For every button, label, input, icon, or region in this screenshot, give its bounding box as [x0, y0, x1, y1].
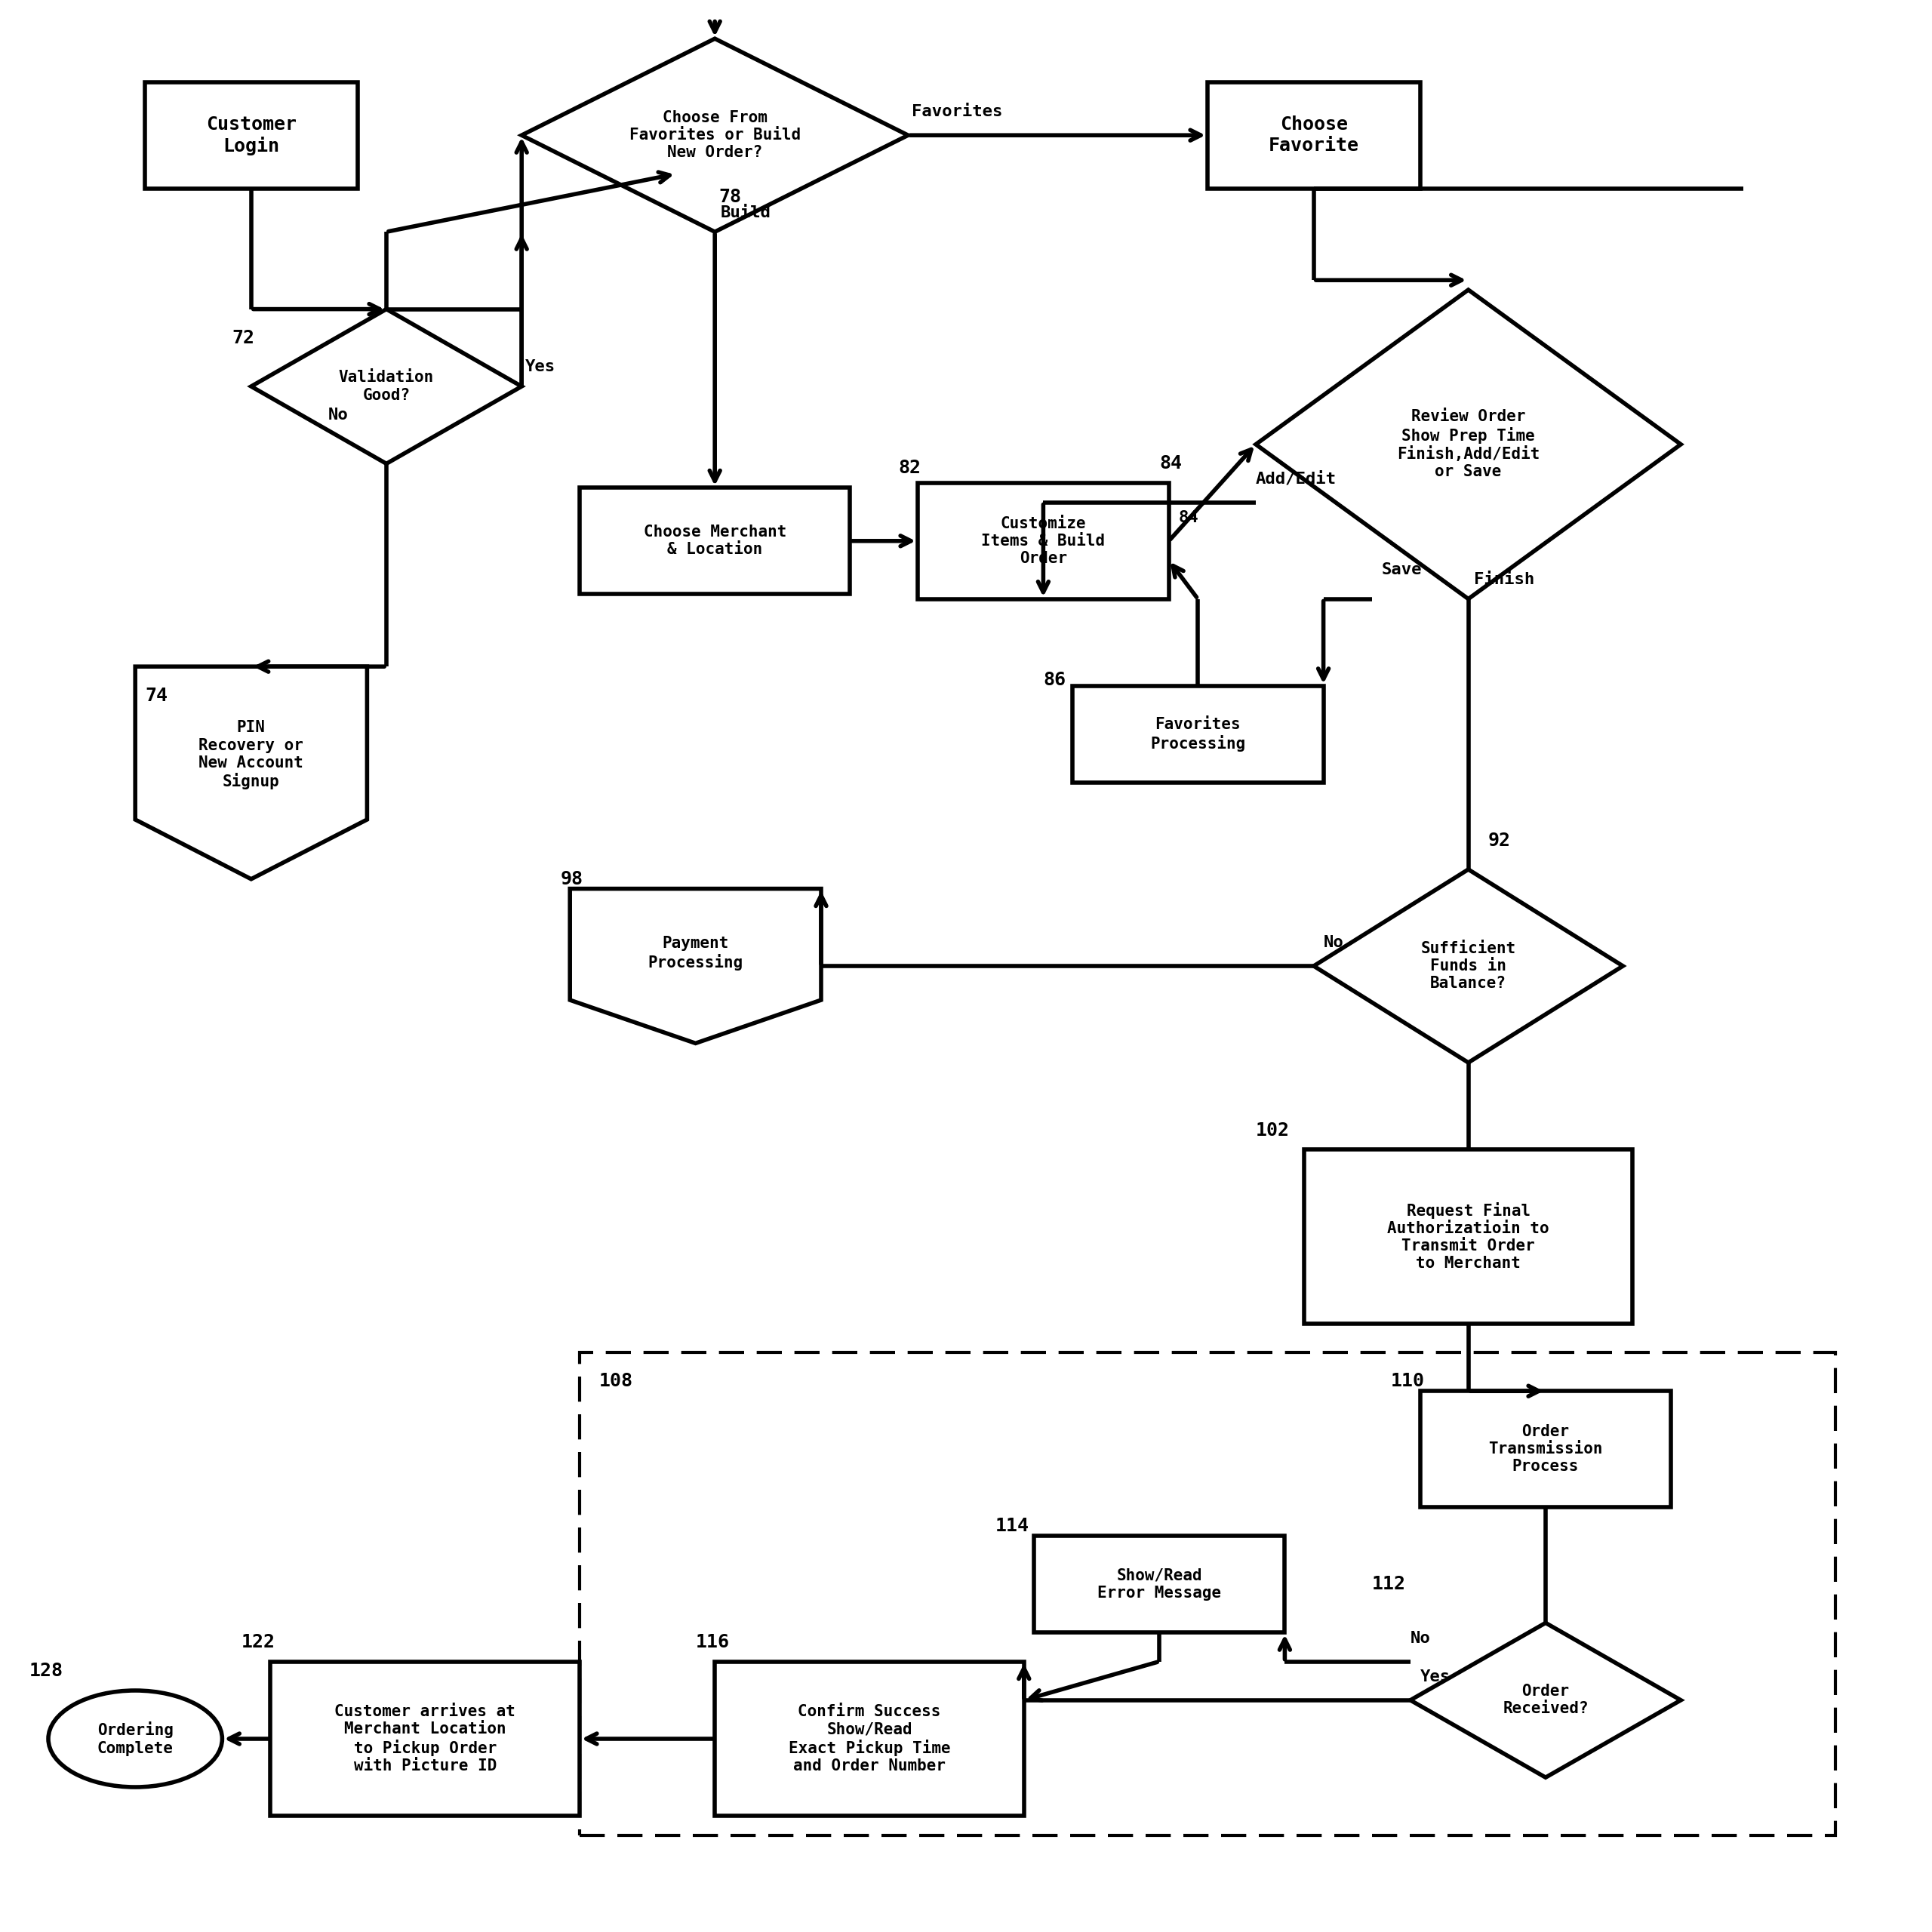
- Text: Review Order
Show Prep Time
Finish,Add/Edit
or Save: Review Order Show Prep Time Finish,Add/E…: [1397, 410, 1540, 479]
- Text: 108: 108: [599, 1372, 634, 1391]
- Text: No: No: [1410, 1631, 1430, 1646]
- Text: 102: 102: [1256, 1121, 1291, 1140]
- Bar: [1304, 1150, 1633, 1323]
- Text: Yes: Yes: [526, 359, 556, 375]
- Text: 110: 110: [1391, 1372, 1426, 1391]
- Text: Choose
Favorite: Choose Favorite: [1269, 116, 1358, 155]
- Polygon shape: [1410, 1623, 1681, 1777]
- Text: 122: 122: [242, 1633, 276, 1652]
- Text: Favorites
Processing: Favorites Processing: [1150, 717, 1246, 752]
- Text: Yes: Yes: [1420, 1669, 1451, 1685]
- Polygon shape: [251, 309, 522, 464]
- Bar: [1208, 81, 1420, 189]
- Text: PIN
Recovery or
New Account
Signup: PIN Recovery or New Account Signup: [199, 721, 303, 790]
- Bar: [918, 483, 1169, 599]
- Text: 112: 112: [1372, 1575, 1406, 1594]
- Text: Add/Edit: Add/Edit: [1256, 471, 1337, 487]
- Text: Request Final
Authorizatioin to
Transmit Order
to Merchant: Request Final Authorizatioin to Transmit…: [1387, 1202, 1549, 1271]
- Text: Finish: Finish: [1474, 572, 1534, 587]
- Text: Validation
Good?: Validation Good?: [338, 371, 435, 402]
- Text: 74: 74: [145, 686, 168, 705]
- Text: Show/Read
Error Message: Show/Read Error Message: [1097, 1569, 1221, 1600]
- Polygon shape: [570, 889, 821, 1043]
- Text: No: No: [1323, 935, 1343, 951]
- Bar: [1072, 686, 1323, 782]
- Text: No: No: [328, 408, 348, 423]
- Text: Build: Build: [721, 205, 771, 220]
- Text: Customer arrives at
Merchant Location
to Pickup Order
with Picture ID: Customer arrives at Merchant Location to…: [334, 1704, 516, 1774]
- Text: Order
Transmission
Process: Order Transmission Process: [1488, 1424, 1604, 1474]
- Text: Customer
Login: Customer Login: [207, 116, 296, 155]
- Bar: [1034, 1536, 1285, 1633]
- Text: Favorites: Favorites: [912, 104, 1003, 120]
- Bar: [145, 81, 357, 189]
- Text: 84: 84: [1179, 510, 1198, 526]
- Text: Save: Save: [1381, 562, 1422, 578]
- Bar: [1420, 1391, 1671, 1507]
- Polygon shape: [1256, 290, 1681, 599]
- Polygon shape: [1314, 869, 1623, 1063]
- Text: 114: 114: [995, 1517, 1030, 1536]
- Text: 86: 86: [1043, 670, 1066, 690]
- Text: 72: 72: [232, 328, 255, 348]
- Polygon shape: [522, 39, 908, 232]
- Text: 98: 98: [560, 869, 583, 889]
- Ellipse shape: [48, 1690, 222, 1787]
- Text: 84: 84: [1159, 454, 1182, 473]
- Polygon shape: [135, 667, 367, 879]
- Text: 128: 128: [29, 1662, 64, 1681]
- Bar: [715, 1662, 1024, 1816]
- Bar: [580, 1352, 1835, 1835]
- Text: Sufficient
Funds in
Balance?: Sufficient Funds in Balance?: [1420, 941, 1517, 991]
- Text: Confirm Success
Show/Read
Exact Pickup Time
and Order Number: Confirm Success Show/Read Exact Pickup T…: [788, 1704, 951, 1774]
- Bar: [580, 489, 850, 595]
- Text: 116: 116: [696, 1633, 730, 1652]
- Text: Choose Merchant
& Location: Choose Merchant & Location: [643, 526, 786, 556]
- Text: Order
Received?: Order Received?: [1503, 1685, 1588, 1716]
- Text: 92: 92: [1488, 831, 1511, 850]
- Text: Payment
Processing: Payment Processing: [647, 935, 744, 970]
- Text: Ordering
Complete: Ordering Complete: [97, 1721, 174, 1756]
- Bar: [270, 1662, 580, 1816]
- Text: Choose From
Favorites or Build
New Order?: Choose From Favorites or Build New Order…: [630, 110, 800, 160]
- Text: Customize
Items & Build
Order: Customize Items & Build Order: [981, 516, 1105, 566]
- Text: 78: 78: [719, 187, 742, 207]
- Text: 82: 82: [898, 458, 922, 477]
